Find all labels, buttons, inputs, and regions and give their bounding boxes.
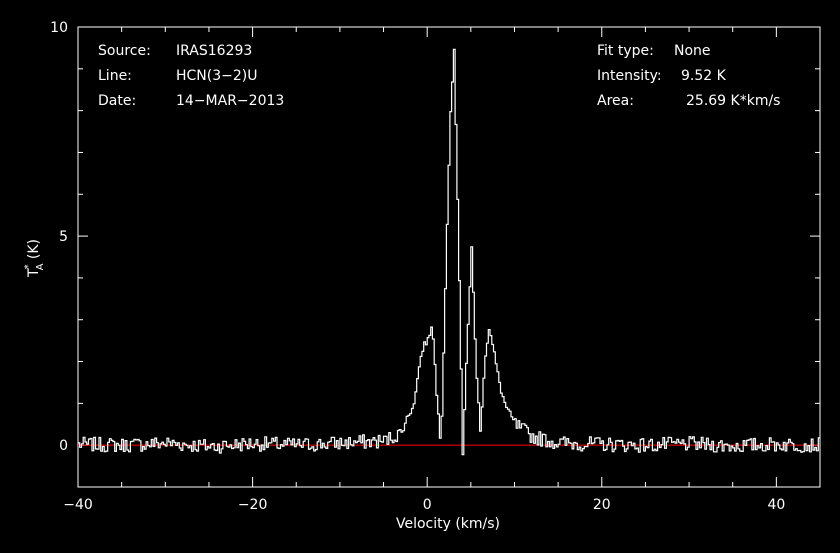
x-tick-label: 0: [423, 497, 432, 513]
y-tick-label: 0: [59, 438, 68, 454]
x-axis: −40 −20 0 20 40: [63, 27, 821, 513]
intensity-label: Intensity:: [597, 68, 662, 84]
line-label: Line:: [98, 68, 132, 84]
y-axis-label-text: T*A (K): [23, 239, 46, 278]
y-axis: 0 5 10: [50, 20, 820, 488]
source-label: Source:: [98, 43, 151, 59]
area-label: Area:: [597, 93, 634, 109]
date-label: Date:: [98, 93, 136, 109]
x-tick-label: 40: [767, 497, 785, 513]
x-axis-label: Velocity (km/s): [396, 516, 500, 532]
fit-value: None: [674, 43, 711, 59]
x-tick-label: −20: [238, 497, 268, 513]
x-tick-label: −40: [63, 497, 93, 513]
plot-frame: [77, 26, 821, 488]
y-tick-label: 5: [59, 229, 68, 245]
date-value: 14−MAR−2013: [176, 93, 284, 109]
series-line: [78, 48, 820, 456]
line-value: HCN(3−2)U: [176, 68, 258, 84]
y-tick-label: 10: [50, 20, 68, 36]
y-axis-label: T*A (K): [23, 239, 46, 278]
fit-label: Fit type:: [597, 43, 654, 59]
intensity-value: 9.52 K: [681, 68, 727, 84]
x-tick-label: 20: [593, 497, 611, 513]
source-value: IRAS16293: [176, 43, 252, 59]
area-value: 25.69 K*km/s: [686, 93, 780, 109]
